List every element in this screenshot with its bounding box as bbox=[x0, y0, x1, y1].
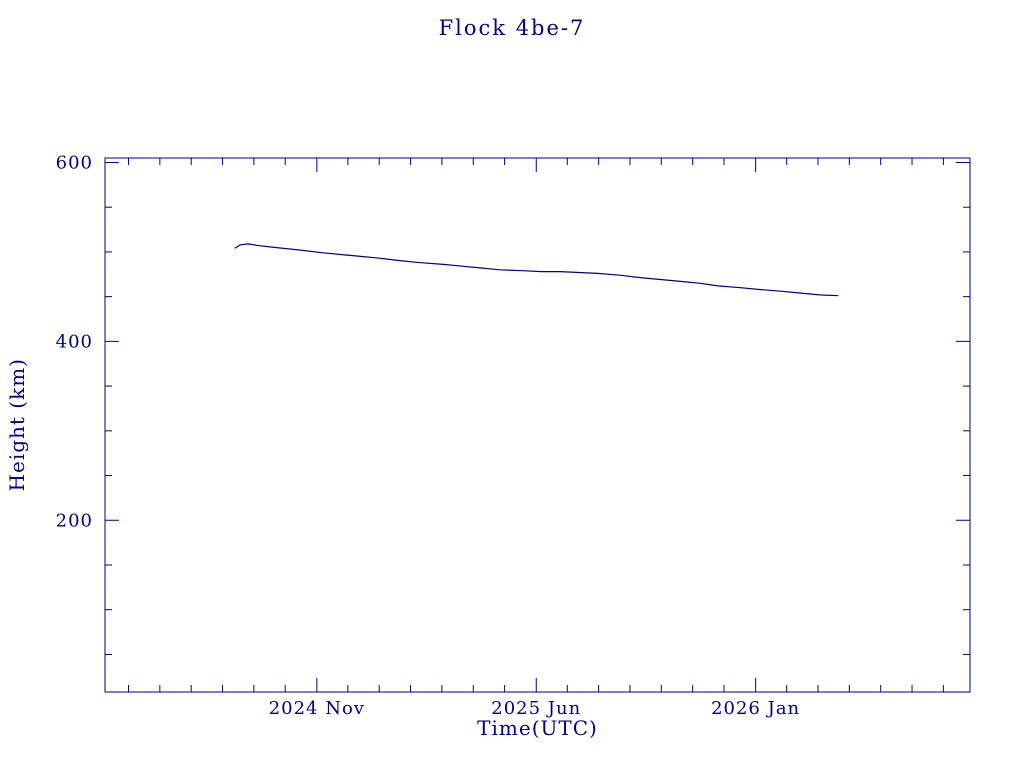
y-tick-label: 600 bbox=[56, 152, 93, 173]
x-tick-label: 2025 Jun bbox=[491, 698, 581, 719]
x-axis-label: Time(UTC) bbox=[477, 716, 598, 740]
chart-title: Flock 4be-7 bbox=[438, 16, 586, 40]
plot-frame bbox=[104, 157, 971, 693]
x-tick-label: 2024 Nov bbox=[269, 698, 365, 719]
x-tick-label: 2026 Jan bbox=[711, 698, 800, 719]
y-tick-label: 400 bbox=[56, 331, 93, 352]
height-series-line bbox=[234, 243, 839, 297]
y-tick-label: 200 bbox=[56, 510, 93, 531]
